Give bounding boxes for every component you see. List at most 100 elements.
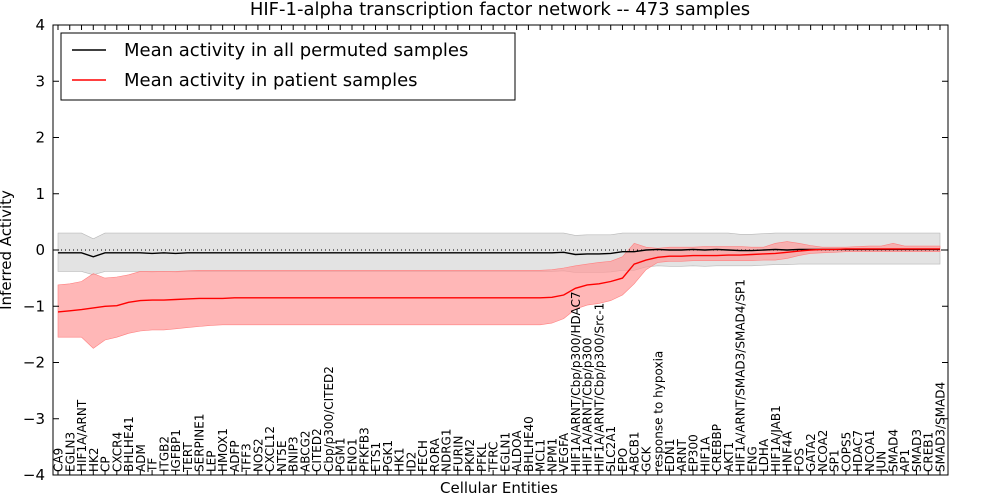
x-tick-label: EGLN3 bbox=[63, 432, 77, 472]
x-tick-label: HK2 bbox=[87, 447, 101, 472]
x-axis-label: Cellular Entities bbox=[440, 479, 558, 497]
x-tick-label: HNF4A bbox=[781, 430, 795, 472]
x-tick-label: HIF1A/ARNT/SMAD3/SMAD4/SP1 bbox=[734, 279, 748, 472]
x-tick-label: ENO1 bbox=[346, 438, 360, 472]
series-lines bbox=[57, 248, 940, 313]
x-tick-label: ABCB1 bbox=[628, 432, 642, 472]
x-tick-label: response to hypoxia bbox=[651, 351, 665, 472]
x-tick-label: HMOX1 bbox=[216, 428, 230, 472]
x-tick-label: NOS2 bbox=[251, 438, 265, 472]
x-tick-label: HIF1A/ARNT/Cbp/p300/Src-1 bbox=[592, 303, 606, 472]
x-tick-label: ARNT bbox=[675, 438, 689, 472]
y-axis-ticks: −4 −3 −2 −1 0 1 2 3 4 bbox=[23, 16, 948, 484]
x-tick-label: SP1 bbox=[828, 450, 842, 473]
x-tick-label: CP bbox=[99, 456, 113, 472]
x-tick-label: RORA bbox=[428, 437, 442, 472]
x-tick-label: GCK bbox=[640, 445, 654, 472]
confidence-bands bbox=[57, 232, 941, 349]
y-tick-label: −1 bbox=[23, 297, 45, 315]
x-tick-label: CXCL12 bbox=[263, 426, 277, 472]
x-tick-label: ADFP bbox=[228, 440, 242, 472]
x-tick-label: ENG bbox=[745, 446, 759, 472]
plot-frame bbox=[52, 24, 949, 476]
legend-box bbox=[60, 32, 516, 101]
x-tick-label: CITED2 bbox=[310, 428, 324, 472]
x-tick-label: PKM2 bbox=[463, 439, 477, 472]
x-tick-label: HK1 bbox=[393, 447, 407, 472]
x-tick-label: SLC2A1 bbox=[604, 426, 618, 472]
x-tick-label: PFKL bbox=[475, 443, 489, 472]
y-tick-label: −4 bbox=[23, 466, 45, 484]
x-tick-label: ID2 bbox=[404, 452, 418, 472]
x-tick-label: TF bbox=[146, 458, 160, 473]
x-tick-label: PGK1 bbox=[381, 440, 395, 472]
x-tick-label: HDAC7 bbox=[851, 430, 865, 472]
legend-label-permuted: Mean activity in all permuted samples bbox=[124, 40, 468, 61]
x-tick-label: FECH bbox=[416, 440, 430, 472]
x-tick-label: EPO bbox=[616, 448, 630, 472]
x-tick-label: BNIP3 bbox=[287, 436, 301, 472]
x-tick-label: NCOA2 bbox=[816, 430, 830, 472]
y-tick-label: 4 bbox=[35, 16, 45, 34]
x-tick-label: PFKFB3 bbox=[357, 427, 371, 472]
series-line-0 bbox=[58, 248, 940, 258]
x-tick-label: SMAD3 bbox=[910, 429, 924, 472]
series-line-1 bbox=[57, 248, 940, 313]
x-tick-label: SERPINE1 bbox=[193, 413, 207, 472]
x-tick-label: JUN bbox=[875, 451, 889, 473]
y-tick-label: 3 bbox=[35, 72, 45, 90]
y-axis-label: Inferred Activity bbox=[0, 190, 15, 310]
x-tick-label: NCOA1 bbox=[863, 430, 877, 472]
x-tick-label: HIF1A/ARNT/Cbp/p300/HDAC7 bbox=[569, 291, 583, 472]
y-tick-label: 0 bbox=[35, 241, 45, 259]
x-tick-label: FURIN bbox=[451, 435, 465, 472]
x-tick-label: ABCG2 bbox=[298, 430, 312, 472]
x-tick-label: LDHA bbox=[757, 438, 771, 472]
x-tick-label: ETS1 bbox=[369, 442, 383, 472]
legend-label-patient: Mean activity in patient samples bbox=[124, 70, 418, 91]
x-tick-label: NPM1 bbox=[545, 438, 559, 472]
y-tick-label: 1 bbox=[35, 185, 45, 203]
x-tick-label: NT5E bbox=[275, 440, 289, 472]
x-tick-label: ITGB2 bbox=[157, 436, 171, 472]
x-tick-label: IGFBP1 bbox=[169, 429, 183, 472]
x-tick-label: HIF1A/ARNT bbox=[75, 399, 89, 472]
y-tick-label: 2 bbox=[35, 129, 45, 147]
x-tick-label: FOS bbox=[792, 448, 806, 472]
x-tick-label: TERT bbox=[181, 442, 195, 473]
x-tick-label: CXCR4 bbox=[110, 432, 124, 472]
x-tick-label: EGLN1 bbox=[498, 432, 512, 472]
legend: Mean activity in all permuted samples Me… bbox=[60, 32, 516, 101]
x-tick-label: HIF1A/ARNT/Cbp/p300 bbox=[581, 338, 595, 472]
x-tick-label: PGM1 bbox=[334, 437, 348, 472]
x-tick-label: NDRG1 bbox=[440, 429, 454, 473]
x-tick-label: CREB1 bbox=[922, 432, 936, 472]
x-axis-ticks: CA9EGLN3HIF1A/ARNTHK2CPCXCR4BHLHE41ADMTF… bbox=[52, 25, 948, 475]
x-tick-label: MCL1 bbox=[534, 439, 548, 472]
x-tick-label: AKT1 bbox=[722, 442, 736, 472]
x-tick-label: AP1 bbox=[898, 449, 912, 472]
x-tick-label: TFF3 bbox=[240, 443, 254, 473]
x-tick-label: Cbp/p300/CITED2 bbox=[322, 366, 336, 472]
x-tick-label: GATA2 bbox=[804, 433, 818, 472]
x-tick-label: HIF1A bbox=[698, 436, 712, 472]
series-band-1 bbox=[57, 241, 941, 349]
x-tick-label: SMAD4 bbox=[886, 429, 900, 472]
x-tick-label: SMAD3/SMAD4 bbox=[934, 382, 948, 472]
x-tick-label: CA9 bbox=[52, 448, 66, 472]
x-tick-label: ALDOA bbox=[510, 430, 524, 472]
x-tick-label: VEGFA bbox=[557, 432, 571, 472]
x-tick-label: HIF1A/JAB1 bbox=[769, 405, 783, 472]
x-tick-label: BHLHE41 bbox=[122, 416, 136, 472]
x-tick-label: TFRC bbox=[487, 442, 501, 473]
x-tick-label: BHLHE40 bbox=[522, 416, 536, 472]
x-tick-label: COPS5 bbox=[839, 432, 853, 472]
x-tick-label: EP300 bbox=[687, 434, 701, 472]
y-tick-label: −2 bbox=[23, 354, 45, 372]
x-tick-label: EDN1 bbox=[663, 439, 677, 472]
y-tick-label: −3 bbox=[23, 410, 45, 428]
x-tick-label: LEP bbox=[204, 450, 218, 472]
chart-title: HIF-1-alpha transcription factor network… bbox=[250, 0, 750, 20]
x-tick-label: ADM bbox=[134, 444, 148, 472]
